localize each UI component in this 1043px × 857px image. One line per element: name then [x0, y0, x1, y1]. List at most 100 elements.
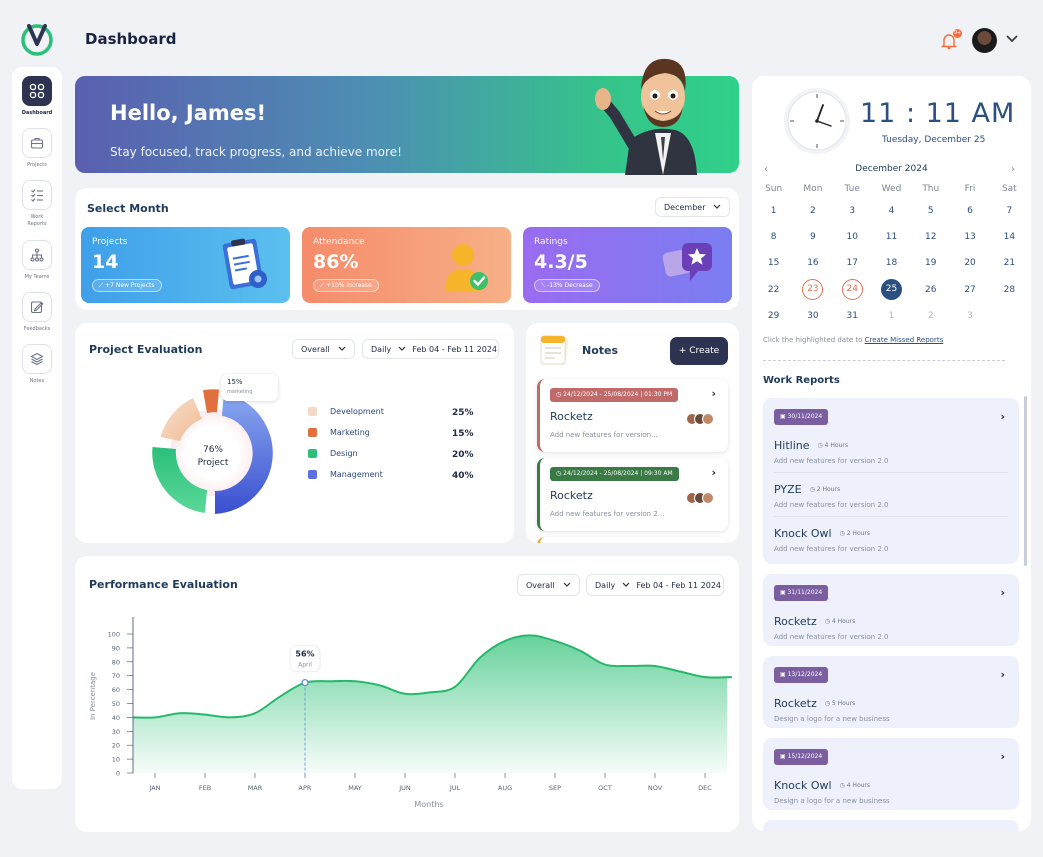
calendar-day[interactable]: 13 — [964, 232, 976, 243]
x-tick-label: JUN — [398, 784, 411, 792]
note-item[interactable] — [537, 537, 728, 543]
trend-up-icon: ⟋ — [99, 282, 106, 289]
stat-card-ratings[interactable]: Ratings 4.3/5 ⟍ -13% Decrease — [523, 227, 732, 303]
calendar-day[interactable]: 17 — [846, 258, 858, 269]
y-tick-label: 80 — [112, 658, 120, 666]
calendar-day[interactable]: 4 — [888, 206, 895, 217]
chevron-right-icon[interactable]: › — [711, 466, 716, 479]
calendar-day[interactable]: 20 — [964, 258, 976, 269]
project-eval-overall-dropdown[interactable]: Overall — [292, 339, 356, 359]
calendar-week-row: 22 23 24 25 26 27 28 — [754, 277, 1029, 303]
calendar-day[interactable]: 14 — [1003, 232, 1016, 243]
sidebar-item-label: Work Reports — [27, 214, 47, 227]
calendar-next-icon[interactable]: › — [1011, 164, 1015, 175]
work-report-item[interactable]: Knock Owl ◷ 4 Hours Design a logo for a n… — [774, 779, 890, 805]
calendar-day[interactable]: 10 — [846, 232, 858, 243]
y-tick-label: 0 — [116, 770, 120, 778]
stat-card-attendance[interactable]: Attendance 86% ⟋ +10% Increase — [302, 227, 511, 303]
performance-overall-dropdown[interactable]: Overall — [517, 574, 581, 596]
calendar-day[interactable]: 2 — [927, 310, 934, 321]
work-reports-title: Work Reports — [763, 375, 840, 386]
stat-trend-pill: ⟋ +10% Increase — [313, 279, 379, 292]
chevron-right-icon[interactable]: › — [1000, 668, 1005, 681]
x-tick-label: JUL — [449, 784, 461, 792]
calendar-day[interactable]: 19 — [925, 258, 937, 269]
calendar-day[interactable]: 11 — [885, 232, 898, 243]
calendar-day[interactable]: 23 — [793, 279, 832, 301]
chevron-right-icon[interactable]: › — [711, 387, 716, 400]
calendar-day[interactable]: 21 — [1003, 258, 1016, 269]
star-rating-icon — [662, 243, 712, 281]
calendar-day[interactable]: 22 — [767, 284, 780, 295]
calendar-day[interactable]: 16 — [807, 258, 819, 269]
sidebar-item-projects[interactable]: Projects — [12, 128, 62, 169]
sidebar-item-notes[interactable]: Notes — [12, 344, 62, 385]
calendar-prev-icon[interactable]: ‹ — [764, 164, 768, 175]
project-donut-chart: 76% Project — [152, 389, 273, 514]
work-report-item[interactable]: PYZE ◷ 2 Hours Add new features for versi… — [774, 483, 889, 509]
note-item[interactable]: ◷ 24/12/2024 - 25/08/2024 | 01:30 PM › R… — [537, 379, 728, 452]
calendar-day[interactable]: 25 — [872, 279, 911, 301]
sidebar-item-work-reports[interactable]: Work Reports — [12, 180, 62, 228]
calendar-day[interactable]: 29 — [767, 310, 780, 321]
stat-label: Projects — [92, 237, 128, 247]
calendar-day[interactable]: 1 — [770, 206, 777, 217]
page-title: Dashboard — [85, 30, 177, 48]
calendar-day[interactable]: 6 — [967, 206, 973, 217]
chevron-right-icon[interactable]: › — [1000, 410, 1005, 423]
donut-slice-design — [152, 447, 207, 513]
x-axis-label: Months — [414, 800, 443, 809]
calendar-day[interactable]: 18 — [885, 258, 898, 269]
work-report-item[interactable]: Hitline ◷ 4 Hours Add new features for ve… — [774, 439, 889, 465]
user-menu-chevron-icon[interactable] — [1006, 35, 1018, 46]
calendar-day[interactable]: 8 — [770, 232, 777, 243]
weekday-label: Tue — [844, 184, 860, 194]
calendar-day[interactable]: 2 — [810, 206, 816, 217]
legend-swatch — [308, 449, 317, 458]
notification-bell-icon[interactable]: 9+ — [940, 29, 962, 50]
user-check-icon — [445, 244, 488, 291]
x-tick-label: NOV — [648, 784, 663, 792]
calendar-day[interactable]: 28 — [1003, 284, 1016, 295]
calendar-day[interactable]: 26 — [925, 284, 937, 295]
divider — [774, 472, 1008, 473]
calendar-day[interactable]: 24 — [833, 279, 872, 301]
legend-swatch — [308, 428, 317, 437]
layers-icon — [22, 344, 52, 374]
calendar-day[interactable]: 30 — [807, 310, 819, 321]
work-report-item[interactable]: Rocketz ◷ 5 Hours Design a logo for a new… — [774, 697, 890, 723]
calendar-day[interactable]: 5 — [927, 206, 934, 217]
sidebar-item-feedbacks[interactable]: Feedbacks — [12, 292, 62, 333]
user-avatar[interactable] — [972, 28, 997, 53]
clock-icon: ◷ 4 Hours — [817, 442, 848, 449]
calendar-day[interactable]: 15 — [767, 258, 780, 269]
sidebar-item-label: Dashboard — [21, 110, 53, 116]
create-missed-reports-link[interactable]: Create Missed Reports — [864, 336, 944, 344]
sidebar-item-dashboard[interactable]: Dashboard — [12, 76, 62, 117]
calendar-day[interactable]: 3 — [967, 310, 973, 321]
calendar-day[interactable]: 3 — [849, 206, 856, 217]
weekday-label: Mon — [803, 184, 823, 194]
calendar-day[interactable]: 1 — [888, 310, 895, 321]
calendar-day[interactable]: 27 — [964, 284, 976, 295]
calendar-day[interactable]: 7 — [1006, 206, 1013, 217]
performance-date-dropdown[interactable]: Daily Feb 04 - Feb 11 2024 — [586, 574, 724, 596]
sidebar-item-my-teams[interactable]: My Teams — [12, 240, 62, 281]
chevron-down-icon — [713, 204, 721, 209]
project-eval-date-dropdown[interactable]: Daily Feb 04 - Feb 11 2024 — [362, 339, 499, 359]
svg-text:April: April — [298, 662, 312, 669]
work-report-item[interactable]: Rocketz ◷ 4 Hours Add new features for ve… — [774, 615, 889, 641]
work-report-item[interactable]: Knock Owl ◷ 2 Hours Add new features for … — [774, 527, 889, 553]
calendar-day[interactable]: 12 — [925, 232, 937, 243]
calendar-day[interactable]: 9 — [810, 232, 816, 243]
chevron-right-icon[interactable]: › — [1000, 586, 1005, 599]
scrollbar[interactable] — [1024, 396, 1027, 566]
note-date-badge: ◷ 24/12/2024 - 25/08/2024 | 01:30 PM — [550, 388, 679, 402]
stat-card-projects[interactable]: Projects 14 ⟋ +7 New Projects — [81, 227, 290, 303]
note-item[interactable]: ◷ 24/12/2024 - 25/08/2024 | 09:30 AM › R… — [537, 458, 728, 531]
stat-label: Attendance — [313, 237, 365, 247]
month-dropdown[interactable]: December — [655, 197, 731, 217]
calendar-day[interactable]: 31 — [846, 310, 858, 321]
create-note-button[interactable]: + Create — [670, 337, 728, 365]
chevron-right-icon[interactable]: › — [1000, 750, 1005, 763]
